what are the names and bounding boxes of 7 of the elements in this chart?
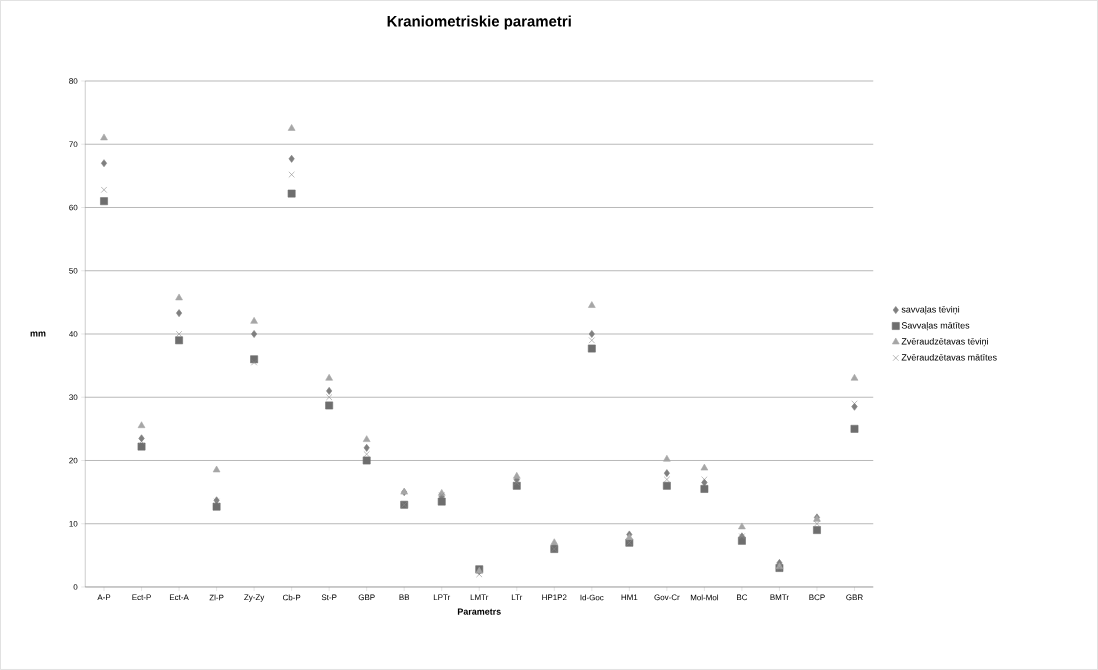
legend-label: Zvēraudzētavas tēviņi — [901, 337, 988, 347]
x-axis-title: Parametrs — [457, 608, 501, 615]
legend-label: Zvēraudzētavas mātītes — [901, 353, 997, 361]
legend-label: savvaļas tēviņi — [901, 306, 960, 315]
chart-title: Kraniometriskie parametri — [387, 15, 571, 30]
legend-label: Savvaļas mātītes — [901, 322, 970, 331]
y-axis-title: mm — [30, 331, 46, 337]
